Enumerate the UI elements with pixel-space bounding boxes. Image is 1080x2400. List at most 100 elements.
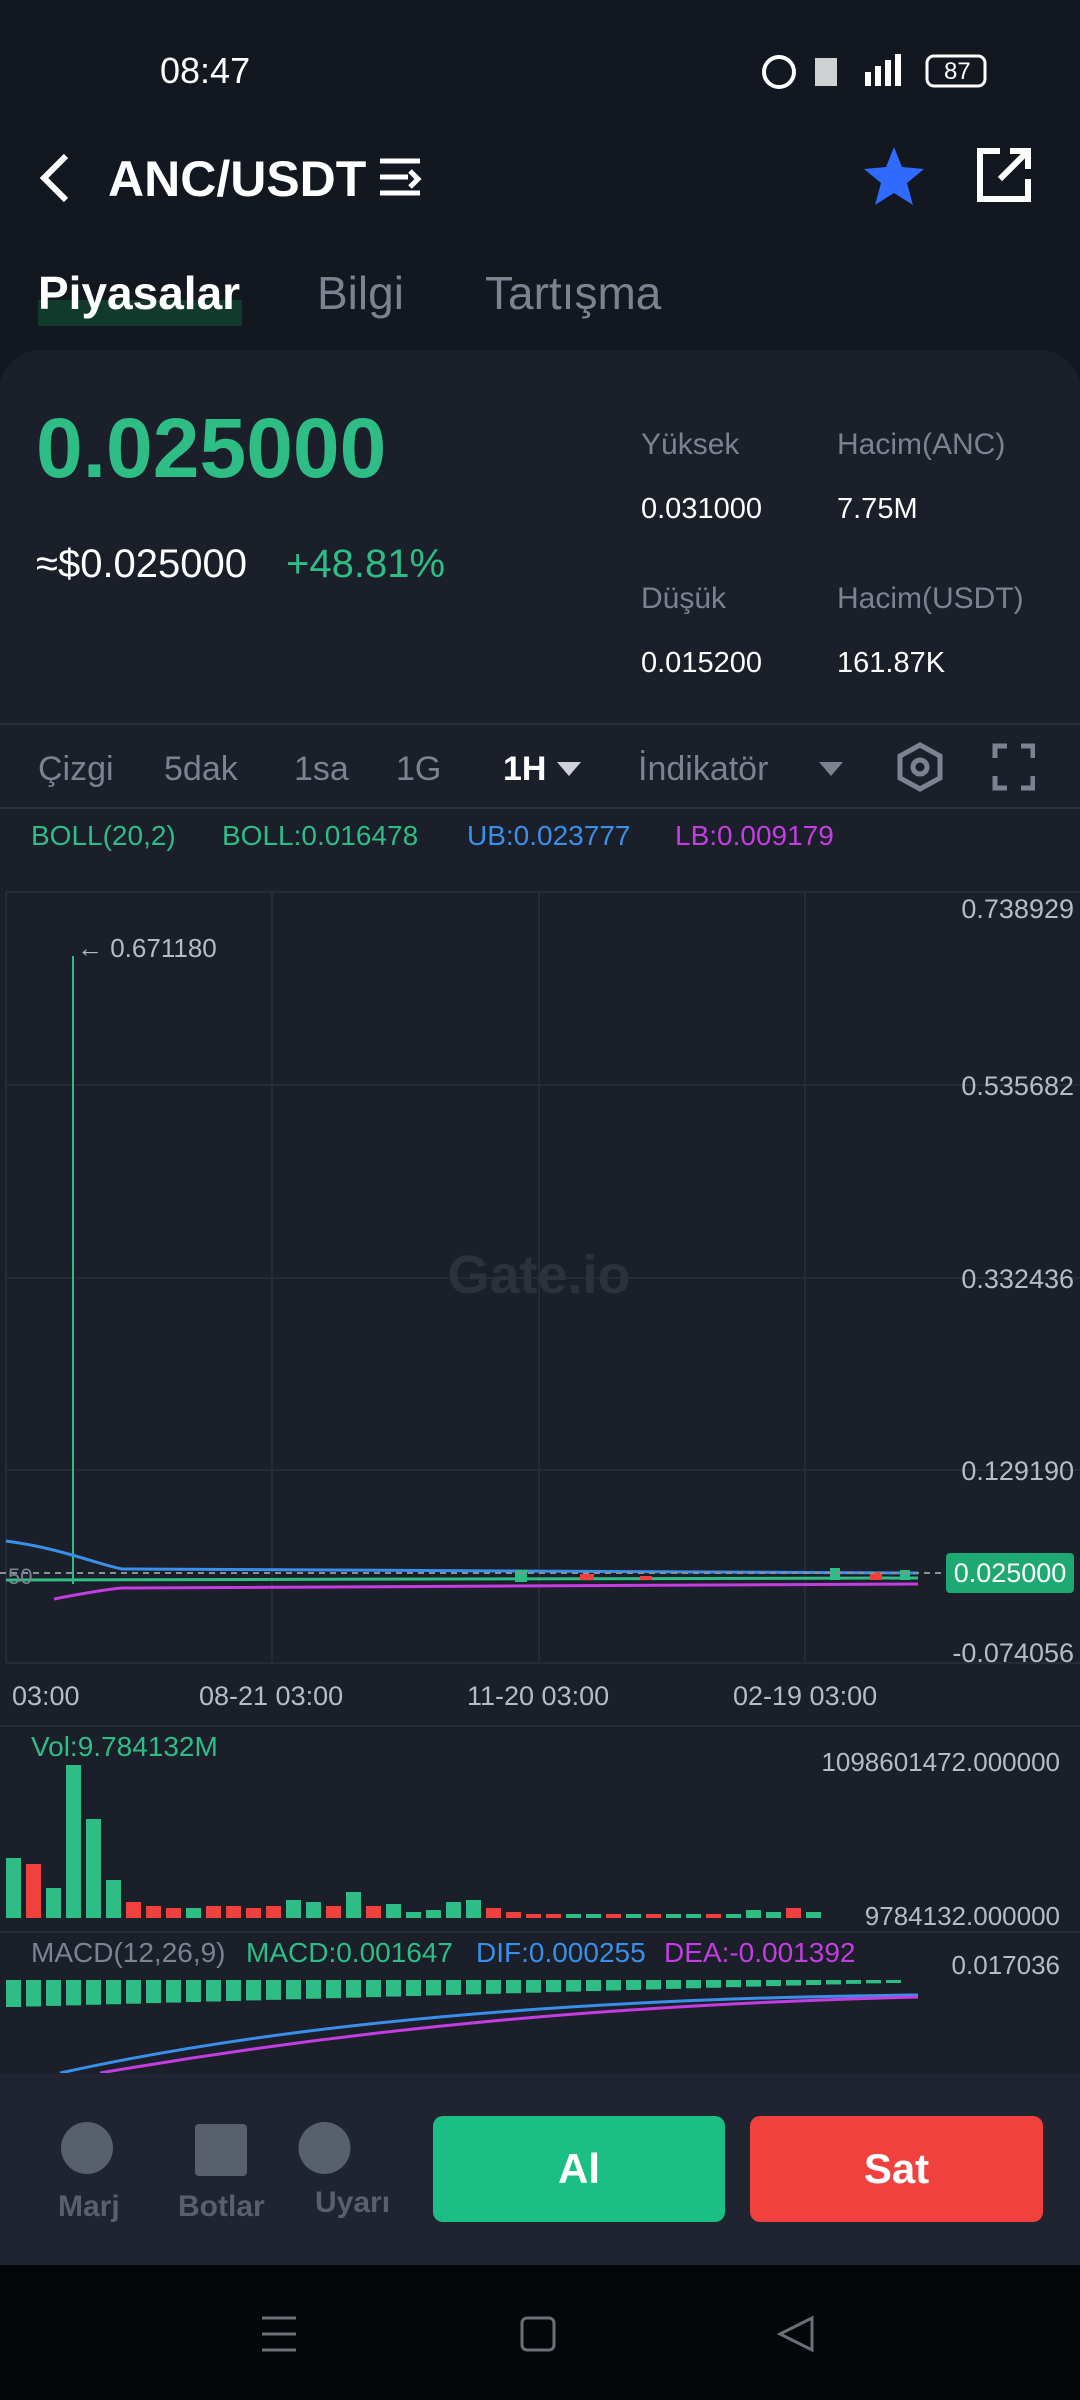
macd-bar <box>706 1980 721 1988</box>
y-tick-label: -0.074056 <box>952 1638 1074 1668</box>
volume-bar <box>486 1908 501 1918</box>
stat-value: 161.87K <box>837 647 946 679</box>
stat-value: 0.031000 <box>641 493 762 525</box>
macd-bar <box>466 1980 481 1995</box>
tab[interactable]: Tartışma <box>485 267 662 319</box>
share-button[interactable] <box>974 145 1034 205</box>
volume-bar <box>126 1902 141 1918</box>
lb-line <box>53 1582 919 1601</box>
system-nav-icons[interactable] <box>260 2310 820 2360</box>
indicator-menu[interactable]: İndikatör <box>638 750 769 788</box>
x-tick-label: 08-21 03:00 <box>199 1681 343 1711</box>
dif-value: DIF:0.000255 <box>476 1937 646 1968</box>
change: +48.81% <box>286 542 446 586</box>
macd-bar <box>146 1980 161 2004</box>
divider <box>0 807 1080 809</box>
price-tag <box>946 1553 1074 1593</box>
macd-bar <box>546 1980 561 1993</box>
tab[interactable]: Bilgi <box>317 267 404 319</box>
interval[interactable]: Çizgi <box>38 750 114 788</box>
left-marker: 50 <box>8 1564 32 1589</box>
macd-title: MACD(12,26,9) <box>31 1937 226 1968</box>
stat-label: Yüksek <box>641 428 740 461</box>
volume-bar <box>526 1914 541 1918</box>
volume-bar <box>426 1910 441 1918</box>
menu-icon[interactable] <box>378 155 424 199</box>
volume-bar <box>326 1906 341 1918</box>
macd-bar <box>666 1980 681 1989</box>
volume-bar <box>706 1914 721 1918</box>
y-tick-label: 0.129190 <box>961 1456 1074 1486</box>
macd-bar <box>206 1980 221 2002</box>
macd-bar <box>306 1980 321 1999</box>
volume-bar <box>466 1900 481 1918</box>
macd-max: 0.017036 <box>952 1950 1060 1980</box>
nav-item[interactable]: Marj <box>58 2190 120 2223</box>
volume-bar <box>446 1902 461 1918</box>
macd-bar <box>746 1980 761 1987</box>
volume-bar <box>626 1914 641 1918</box>
macd-bar <box>46 1980 61 2006</box>
macd-bar <box>86 1980 101 2005</box>
macd-bar <box>366 1980 381 1998</box>
dropdown-arrows <box>557 762 843 776</box>
interval-active[interactable]: 1H <box>503 750 547 788</box>
stat-label: Düşük <box>641 582 727 615</box>
volume-bar <box>6 1858 21 1918</box>
macd-bar <box>866 1980 881 1984</box>
y-tick-label: 0.535682 <box>961 1071 1074 1101</box>
status-time: 08:47 <box>160 50 251 91</box>
boll-value: BOLL:0.016478 <box>222 820 419 851</box>
macd-bar <box>346 1980 361 1998</box>
volume-bar <box>366 1906 381 1918</box>
price-tag-label: 0.025000 <box>954 1558 1067 1588</box>
macd-bar <box>886 1980 901 1983</box>
dea-value: DEA:-0.001392 <box>664 1937 855 1968</box>
macd-bar <box>406 1980 421 1996</box>
nav-item[interactable]: Uyarı <box>315 2186 391 2219</box>
peak-label: ← 0.671180 <box>77 933 217 963</box>
macd-bar <box>166 1980 181 2003</box>
interval[interactable]: 5dak <box>164 750 238 788</box>
macd-bars <box>6 1980 901 2007</box>
interval[interactable]: 1G <box>396 750 442 788</box>
macd-value: MACD:0.001647 <box>246 1937 453 1968</box>
interval[interactable]: 1sa <box>294 750 349 788</box>
ub-value: UB:0.023777 <box>467 820 631 851</box>
volume-bar <box>46 1888 61 1918</box>
back-button[interactable] <box>36 150 76 206</box>
watermark: Gate.io <box>447 1245 630 1305</box>
volume-bar <box>106 1880 121 1918</box>
volume-bar <box>606 1914 621 1918</box>
volume-bar <box>646 1914 661 1918</box>
volume-bar <box>166 1908 181 1918</box>
macd-bar <box>486 1980 501 1994</box>
volume-bar <box>86 1819 101 1918</box>
chart-tools[interactable] <box>895 742 1035 792</box>
macd-bar <box>246 1980 261 2001</box>
macd-bar <box>106 1980 121 2005</box>
volume-bar <box>506 1912 521 1918</box>
x-tick-label: 03:00 <box>12 1681 80 1711</box>
boll-label: BOLL(20,2) <box>31 820 176 851</box>
favorite-star[interactable] <box>862 145 926 207</box>
last-price: 0.025000 <box>36 401 387 495</box>
tab[interactable]: Piyasalar <box>38 267 241 319</box>
macd-bar <box>286 1980 301 2000</box>
volume-min: 9784132.000000 <box>865 1901 1060 1931</box>
volume-bar <box>66 1765 81 1918</box>
nav-item[interactable]: Botlar <box>178 2190 265 2223</box>
volume-bar <box>286 1900 301 1918</box>
sell-button[interactable]: Sat <box>750 2116 1043 2222</box>
mid-line <box>5 1576 919 1582</box>
x-tick-label: 02-19 03:00 <box>733 1681 877 1711</box>
volume-bar <box>266 1906 281 1918</box>
macd-bar <box>226 1980 241 2001</box>
buy-button[interactable]: Al <box>433 2116 725 2222</box>
lb-value: LB:0.009179 <box>675 820 834 851</box>
volume-bar <box>26 1864 41 1918</box>
macd-bar <box>326 1980 341 1999</box>
